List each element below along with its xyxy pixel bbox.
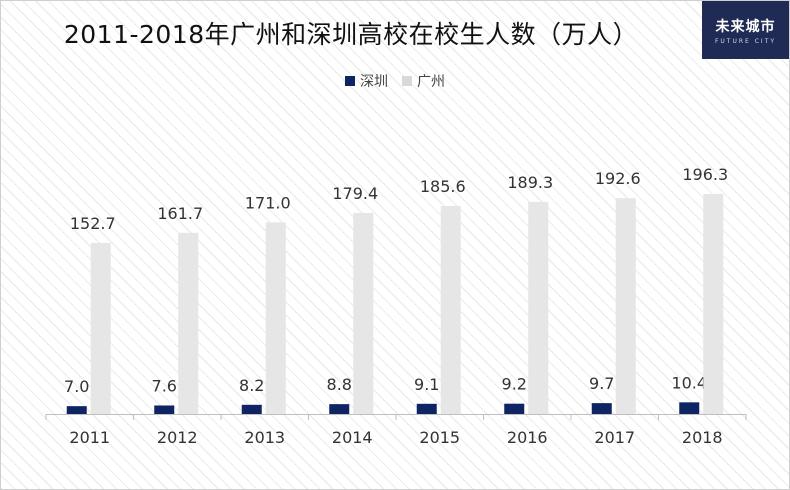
data-label-shenzhen-2018: 10.4 [671,373,707,392]
bar-guangzhou-2014 [353,212,374,414]
data-label-guangzhou-2016: 189.3 [507,173,553,192]
chart-title: 2011-2018年广州和深圳高校在校生人数（万人） [63,20,639,49]
bar-guangzhou-2015 [440,205,461,414]
bar-shenzhen-2016 [504,403,525,414]
x-tick-label-2015: 2015 [419,428,460,447]
x-tick-label-2018: 2018 [682,428,723,447]
x-tick-label-2011: 2011 [69,428,110,447]
bar-shenzhen-2018 [679,402,700,414]
data-label-shenzhen-2016: 9.2 [502,375,527,394]
x-tick-label-2017: 2017 [594,428,635,447]
bar-shenzhen-2013 [241,404,262,414]
future-city-logo: 未来城市 FUTURE CITY [702,1,789,59]
x-tick-label-2014: 2014 [332,428,373,447]
legend-label-shenzhen: 深圳 [360,74,388,90]
data-label-shenzhen-2014: 8.8 [327,375,352,394]
bar-guangzhou-2017 [615,198,636,414]
data-label-guangzhou-2014: 179.4 [332,184,378,203]
x-tick-label-2016: 2016 [507,428,548,447]
data-label-guangzhou-2018: 196.3 [682,165,728,184]
data-label-shenzhen-2012: 7.6 [152,376,177,395]
bar-shenzhen-2014 [329,404,350,414]
bar-guangzhou-2018 [703,194,724,414]
legend-label-guangzhou: 广州 [417,74,445,90]
legend-item-shenzhen: 深圳 [345,71,388,91]
bar-guangzhou-2011 [90,242,111,414]
bar-guangzhou-2012 [178,232,199,414]
bar-guangzhou-2013 [265,222,286,414]
data-label-guangzhou-2015: 185.6 [420,177,466,196]
bar-shenzhen-2015 [416,403,437,414]
bar-guangzhou-2016 [528,201,549,414]
data-label-shenzhen-2013: 8.2 [239,376,264,395]
data-label-guangzhou-2012: 161.7 [157,204,203,223]
data-label-shenzhen-2011: 7.0 [64,377,89,396]
legend: 深圳 广州 [1,71,789,91]
data-label-shenzhen-2015: 9.1 [414,375,439,394]
legend-swatch-shenzhen [345,76,355,86]
legend-item-guangzhou: 广州 [402,71,445,91]
bar-shenzhen-2012 [154,405,175,414]
logo-text: 未来城市 [715,18,776,35]
bar-shenzhen-2011 [66,406,87,414]
bar-shenzhen-2017 [591,403,612,414]
data-label-guangzhou-2017: 192.6 [595,169,641,188]
data-label-guangzhou-2013: 171.0 [245,193,291,212]
logo-subtext: FUTURE CITY [714,37,777,45]
legend-swatch-guangzhou [402,76,412,86]
data-label-guangzhou-2011: 152.7 [70,214,116,233]
x-tick-label-2012: 2012 [157,428,198,447]
data-label-shenzhen-2017: 9.7 [589,374,614,393]
x-tick-label-2013: 2013 [244,428,285,447]
